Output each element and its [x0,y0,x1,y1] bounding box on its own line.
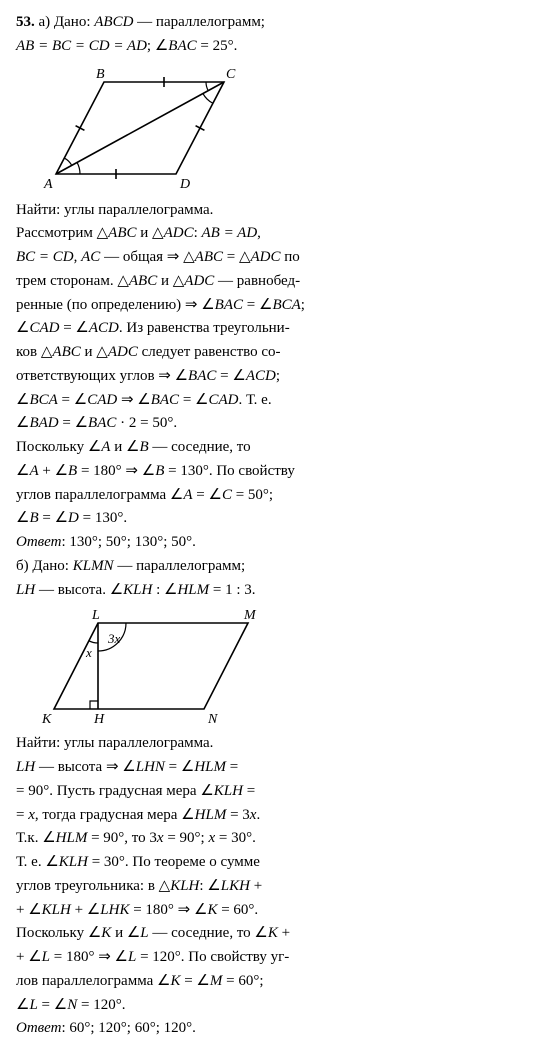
figure-a-svg: A B C D [36,64,246,194]
svg-text:x: x [85,645,92,660]
svg-text:B: B [96,67,105,82]
svg-text:M: M [243,608,257,623]
line-given-a: 53. а) Дано: ABCD — параллелограмм; [16,12,542,34]
answer-b: Ответ: 60°; 120°; 60°; 120°. [16,1018,542,1040]
svg-text:C: C [226,67,236,82]
svg-text:H: H [93,712,105,727]
svg-text:3x: 3x [107,631,121,646]
figure-a: A B C D [36,64,542,194]
figure-b-svg: x 3x K L M N H [36,607,266,727]
svg-text:L: L [91,608,100,623]
svg-text:A: A [43,177,53,192]
line-given-a2: AB = BC = CD = AD; ∠BAC = 25°. [16,36,542,58]
problem-number: 53. [16,14,35,30]
line-given-b: б) Дано: KLMN — параллелограмм; [16,556,542,578]
svg-text:K: K [41,712,52,727]
figure-b: x 3x K L M N H [36,607,542,727]
svg-text:N: N [207,712,218,727]
svg-text:D: D [179,177,190,192]
answer-a: Ответ: 130°; 50°; 130°; 50°. [16,532,542,554]
line-find-b: Найти: углы параллелограмма. [16,733,542,755]
document-content: 53. а) Дано: ABCD — параллелограмм; AB =… [16,12,542,1040]
line-find-a: Найти: углы параллелограмма. [16,200,542,222]
